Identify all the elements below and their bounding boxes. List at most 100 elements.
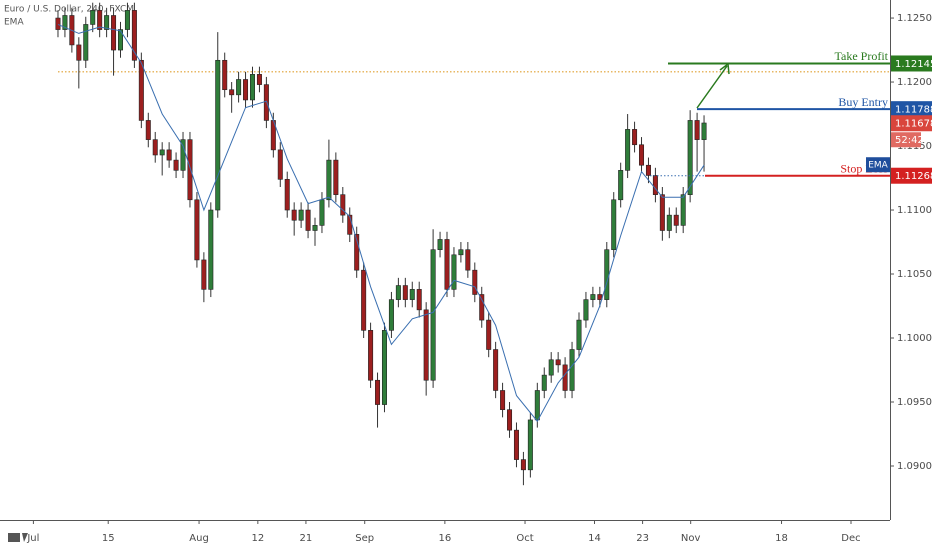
candle-body bbox=[236, 79, 242, 96]
candle-body bbox=[388, 299, 394, 331]
candle-body bbox=[340, 194, 346, 216]
candle-body bbox=[118, 29, 124, 51]
candle-body bbox=[409, 289, 415, 300]
candle-body bbox=[298, 209, 304, 221]
candle-body bbox=[541, 374, 547, 391]
candle-body bbox=[493, 349, 499, 391]
candle-body bbox=[284, 179, 290, 211]
y-tick-label: 1.09000 bbox=[897, 461, 932, 472]
logo-part bbox=[8, 533, 20, 542]
price-tag bbox=[891, 101, 932, 118]
x-tick-label: 18 bbox=[775, 533, 788, 544]
candle-body bbox=[277, 149, 283, 180]
candle-body bbox=[361, 269, 367, 331]
candle-body bbox=[368, 330, 374, 381]
candle-body bbox=[611, 199, 617, 250]
tv-logo bbox=[8, 533, 28, 542]
candle-body bbox=[138, 59, 144, 121]
indicator-header: EMA bbox=[4, 18, 24, 28]
ema-tag-label: EMA bbox=[868, 161, 888, 171]
last-price-tag bbox=[891, 115, 932, 132]
candle-body bbox=[520, 459, 526, 471]
candle-body bbox=[437, 239, 443, 250]
y-tick-label: 1.10500 bbox=[897, 269, 932, 280]
candle-body bbox=[319, 199, 325, 226]
x-tick-label: 12 bbox=[251, 533, 264, 544]
candle-body bbox=[534, 390, 540, 421]
candle-body bbox=[55, 17, 61, 30]
candle-body bbox=[527, 419, 533, 471]
candle-body bbox=[326, 159, 332, 201]
candle-body bbox=[458, 249, 464, 256]
candle-body bbox=[395, 285, 401, 300]
y-tick-label: 1.12000 bbox=[897, 77, 932, 88]
candle-body bbox=[131, 10, 137, 61]
candle-body bbox=[256, 74, 262, 85]
countdown-tag bbox=[891, 132, 921, 148]
candle-body bbox=[201, 259, 207, 290]
last-price-label: 1.11678 bbox=[895, 119, 932, 130]
candle-body bbox=[694, 120, 700, 140]
candle-body bbox=[291, 209, 297, 221]
candle-body bbox=[375, 379, 381, 405]
x-tick-label: 14 bbox=[588, 533, 601, 544]
candle-body bbox=[229, 89, 235, 96]
candle-body bbox=[625, 129, 631, 171]
candle-body bbox=[312, 225, 318, 231]
candle-body bbox=[618, 170, 624, 201]
candle-body bbox=[180, 139, 186, 171]
candle-body bbox=[305, 209, 311, 231]
candle-body bbox=[333, 159, 339, 195]
candle-body bbox=[104, 15, 110, 30]
candle-body bbox=[381, 330, 387, 405]
candle-body bbox=[659, 194, 665, 231]
candle-body bbox=[354, 234, 360, 271]
price-tag bbox=[891, 167, 932, 184]
candle-body bbox=[548, 359, 554, 376]
x-tick-label: Dec bbox=[841, 533, 860, 544]
logo-part bbox=[22, 533, 28, 542]
candle-body bbox=[465, 249, 471, 271]
candle-body bbox=[472, 269, 478, 295]
candle-body bbox=[416, 289, 422, 311]
x-tick-label: Oct bbox=[516, 533, 533, 544]
x-tick-label: 16 bbox=[438, 533, 451, 544]
level-name: Buy Entry bbox=[838, 95, 888, 109]
candle-body bbox=[451, 254, 457, 290]
candle-body bbox=[632, 129, 638, 146]
candle-body bbox=[701, 122, 707, 140]
price-tag-label: 1.11268 bbox=[895, 171, 932, 182]
candle-body bbox=[402, 285, 408, 300]
ema-tag bbox=[866, 157, 890, 173]
candle-body bbox=[97, 10, 103, 30]
x-tick-label: Aug bbox=[189, 533, 209, 544]
y-tick-label: 1.09500 bbox=[897, 397, 932, 408]
candle-body bbox=[576, 319, 582, 350]
y-tick-label: 1.10000 bbox=[897, 333, 932, 344]
candle-body bbox=[507, 409, 513, 431]
candle-body bbox=[639, 144, 645, 166]
candle-body bbox=[680, 194, 686, 226]
candle-body bbox=[555, 359, 561, 366]
ema-line bbox=[57, 23, 705, 423]
candle-body bbox=[111, 15, 117, 51]
candle-body bbox=[423, 309, 429, 381]
candle-body bbox=[444, 239, 450, 290]
level-name: Take Profit bbox=[835, 49, 889, 63]
candle-body bbox=[687, 120, 693, 195]
candle-body bbox=[569, 349, 575, 391]
candle-body bbox=[597, 294, 603, 300]
symbol-header: Euro / U.S. Dollar, 240, FXCM bbox=[4, 5, 134, 15]
y-tick-label: 1.11000 bbox=[897, 205, 932, 216]
candle-body bbox=[673, 214, 679, 226]
candle-body bbox=[562, 364, 568, 391]
candle-body bbox=[208, 209, 214, 290]
target-arrow bbox=[696, 62, 730, 109]
countdown-label: 52:42 bbox=[895, 135, 924, 146]
x-tick-label: 23 bbox=[636, 533, 649, 544]
candle-body bbox=[243, 79, 249, 101]
x-tick-label: Jul bbox=[26, 533, 39, 544]
candle-body bbox=[145, 120, 151, 140]
x-tick-label: Sep bbox=[355, 533, 374, 544]
